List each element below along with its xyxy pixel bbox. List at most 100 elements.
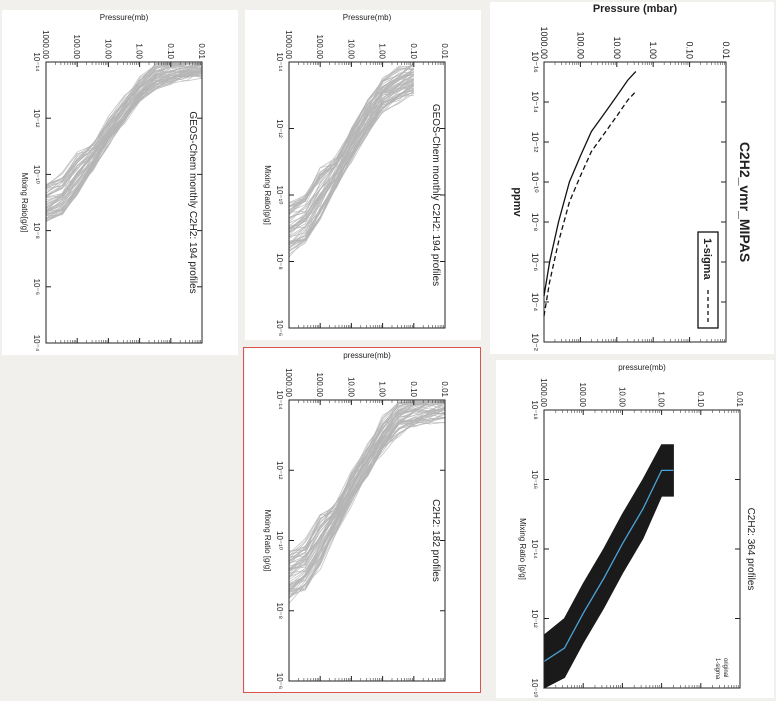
x-tick-label: 10⁻¹⁴ xyxy=(32,52,41,72)
profile-line xyxy=(288,401,446,570)
x-tick-label: 10⁻⁶ xyxy=(530,253,540,272)
x-tick-label: 10⁻⁸ xyxy=(275,603,284,620)
y-tick-label: 100.00 xyxy=(575,31,585,59)
y-tick-label: 1.00 xyxy=(378,381,387,397)
y-tick-label: 0.10 xyxy=(696,391,705,407)
y-tick-label: 0.10 xyxy=(685,41,695,59)
y-tick-label: 0.01 xyxy=(735,391,744,407)
y-axis-label: Pressure(mb) xyxy=(100,13,149,22)
chart-geos-left: 10⁻¹⁴ 10⁻¹² 10⁻¹⁰ 10⁻⁸ 10⁻⁶ 10⁻⁴ 1000.00 100.00… xyxy=(2,10,238,355)
chart-mipas-svg: 10⁻¹⁶ 10⁻¹⁴ 10⁻¹² 10⁻¹⁰ 10⁻⁸ 10⁻⁶ 10⁻⁴ 10⁻² 1000… xyxy=(511,3,753,351)
profile-line xyxy=(288,85,414,237)
profile-line xyxy=(288,63,415,207)
legend-label: 1-sigma xyxy=(714,658,720,680)
x-tick-label: 10⁻⁸ xyxy=(32,222,41,239)
y-tick-label: 0.01 xyxy=(440,43,449,59)
x-axis-label: Mixing Ratio[g/g] xyxy=(20,173,29,233)
profile-line xyxy=(288,409,446,578)
profile-line xyxy=(45,71,203,220)
y-tick-label: 10.00 xyxy=(612,36,622,59)
legend-box xyxy=(697,231,719,329)
x-tick-label: 10⁻¹⁰ xyxy=(275,531,284,550)
x-tick-label: 10⁻⁸ xyxy=(530,213,540,232)
y-tick-label: 1000.00 xyxy=(284,30,293,59)
y-tick-label: 100.00 xyxy=(315,373,324,398)
x-tick-label: 10⁻¹⁶ xyxy=(530,470,539,489)
profile-line xyxy=(45,67,203,210)
y-tick-label: 1.00 xyxy=(378,43,387,59)
y-axis-label: pressure(mb) xyxy=(618,363,666,372)
plot-frame xyxy=(543,61,727,343)
profile-line xyxy=(45,63,202,197)
chart-title: C2H2_vmr_MIPAS xyxy=(737,142,753,262)
y-axis-label: Pressure(mb) xyxy=(343,13,392,22)
x-tick-label: 10⁻¹⁸ xyxy=(530,400,539,419)
y-tick-label: 10.00 xyxy=(346,377,355,398)
chart-c2h2-182: 10⁻¹⁴ 10⁻¹² 10⁻¹⁰ 10⁻⁸ 10⁻⁶ 1000.00 100.00 10.0… xyxy=(245,348,481,693)
profile-line xyxy=(45,72,203,219)
x-tick-label: 10⁻⁶ xyxy=(275,320,284,336)
y-tick-label: 1000.00 xyxy=(539,378,548,407)
chart-geos-mid-svg: 10⁻¹⁴ 10⁻¹² 10⁻¹⁰ 10⁻⁸ 10⁻⁶ 1000.00 100.00 10.0… xyxy=(263,13,449,336)
profile-line xyxy=(288,78,415,229)
x-tick-label: 10⁻¹² xyxy=(275,119,284,138)
sigma-line xyxy=(543,91,637,317)
x-tick-label: 10⁻¹² xyxy=(530,609,539,628)
x-tick-label: 10⁻¹⁰ xyxy=(530,679,539,698)
x-tick-label: 10⁻¹⁰ xyxy=(530,171,540,193)
profile-line xyxy=(288,401,446,580)
y-tick-label: 100.00 xyxy=(578,383,587,408)
y-tick-label: 0.10 xyxy=(409,381,418,397)
profile-line xyxy=(288,407,446,579)
profile-line xyxy=(288,80,415,233)
chart-title: GEOS-Chem monthly C2H2: 194 profiles xyxy=(430,104,441,286)
profile-line xyxy=(288,85,415,243)
x-tick-label: 10⁻² xyxy=(530,333,540,351)
highlight-frame xyxy=(243,347,481,693)
y-tick-label: 1000.00 xyxy=(41,30,50,59)
chart-geos-left-svg: 10⁻¹⁴ 10⁻¹² 10⁻¹⁰ 10⁻⁸ 10⁻⁶ 10⁻⁴ 1000.00 100.00… xyxy=(20,13,206,352)
x-axis-label: Mixing Ratio[g/g] xyxy=(263,165,272,225)
chart-mipas: 10⁻¹⁶ 10⁻¹⁴ 10⁻¹² 10⁻¹⁰ 10⁻⁸ 10⁻⁶ 10⁻⁴ 10⁻² 1000… xyxy=(490,2,774,354)
profile-line xyxy=(45,63,202,198)
profile-line xyxy=(45,74,203,222)
y-tick-label: 1000.00 xyxy=(284,368,293,397)
chart-geos-mid: 10⁻¹⁴ 10⁻¹² 10⁻¹⁰ 10⁻⁸ 10⁻⁶ 1000.00 100.00 10.0… xyxy=(245,10,481,340)
x-axis-label: ppmv xyxy=(511,187,523,217)
profile-line xyxy=(288,89,414,244)
profile-line xyxy=(288,90,415,258)
y-tick-label: 0.01 xyxy=(721,41,731,59)
y-tick-label: 1000.00 xyxy=(539,26,549,59)
profile-line xyxy=(288,73,415,234)
y-tick-label: 0.10 xyxy=(409,43,418,59)
profile-line xyxy=(288,89,414,245)
x-tick-label: 10⁻⁴ xyxy=(530,293,540,312)
profile-line xyxy=(288,404,446,583)
x-tick-label: 10⁻¹² xyxy=(32,109,41,128)
profile-line xyxy=(45,63,203,203)
x-tick-label: 10⁻⁴ xyxy=(32,335,41,352)
chart-title: C2H2: 364 profiles xyxy=(745,508,756,591)
profile-line xyxy=(45,66,203,208)
plot-frame xyxy=(45,61,203,344)
x-tick-label: 10⁻¹⁰ xyxy=(275,186,284,205)
x-tick-label: 10⁻¹⁴ xyxy=(275,52,284,72)
profile-line xyxy=(288,401,445,556)
x-tick-label: 10⁻¹⁴ xyxy=(275,390,284,410)
profile-band xyxy=(543,444,674,689)
x-tick-label: 10⁻⁸ xyxy=(275,253,284,270)
profile-line xyxy=(288,73,414,219)
x-tick-label: 10⁻¹⁴ xyxy=(530,91,540,113)
x-tick-label: 10⁻¹⁴ xyxy=(530,539,539,559)
y-tick-label: 10.00 xyxy=(617,387,626,408)
x-tick-label: 10⁻¹⁶ xyxy=(530,51,540,73)
y-tick-label: 100.00 xyxy=(72,35,81,60)
x-axis-label: Mixing Ratio [g/g] xyxy=(518,518,527,580)
profile-line xyxy=(45,63,203,194)
y-tick-label: 10.00 xyxy=(346,39,355,60)
chart-c2h2-182-svg: 10⁻¹⁴ 10⁻¹² 10⁻¹⁰ 10⁻⁸ 10⁻⁶ 1000.00 100.00 10.0… xyxy=(263,351,449,689)
profile-line xyxy=(288,407,446,586)
y-tick-label: 10.00 xyxy=(103,39,112,60)
profile-line xyxy=(288,401,445,564)
profile-line xyxy=(45,63,202,205)
